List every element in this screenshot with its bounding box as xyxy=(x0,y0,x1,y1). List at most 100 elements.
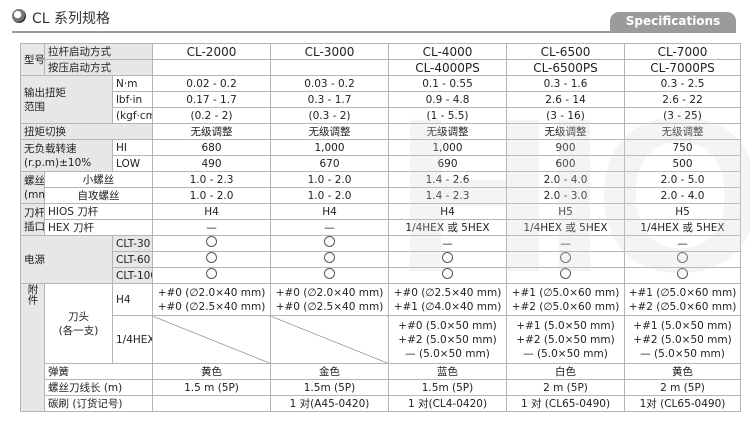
torque-nm-cell: 0.02 - 0.2 xyxy=(152,75,271,92)
cell-line: +#2 (5.0×50 mm) xyxy=(633,333,732,346)
spring-label: 弹簧 xyxy=(44,363,153,380)
tapping-screw-cell: 1.0 - 2.0 xyxy=(270,187,389,204)
unit-kgf-label: (kgf·cm) xyxy=(112,107,153,124)
brush-cell: 1对 (CL65-0490) xyxy=(624,395,741,412)
clt60-cell xyxy=(624,251,741,268)
no-load-speed-label: 无负载转速 (r.p.m)±10% xyxy=(20,139,113,172)
available-circle-icon xyxy=(324,268,335,279)
clt30-cell xyxy=(152,235,271,252)
available-circle-icon xyxy=(442,268,453,279)
cell-line: +#0 (∅2.5×40 mm) xyxy=(275,300,384,313)
tapping-screw-cell: 1.0 - 2.0 xyxy=(152,187,271,204)
brush-cell: 1 对 (CL65-0490) xyxy=(506,395,625,412)
not-available-dash: — xyxy=(677,237,688,250)
speed-hi-cell: 680 xyxy=(152,139,271,156)
header-divider xyxy=(12,31,736,33)
hex14-label: 1/4HEX xyxy=(112,315,153,364)
cell-line: +#0 (∅2.0×40 mm) xyxy=(275,286,384,299)
cell-line: (mm) xyxy=(24,188,44,201)
bit-socket-label: 刀杆 插口 xyxy=(20,203,45,236)
h4-bit-cell: +#0 (∅2.5×40 mm) +#1 (∅4.0×40 mm) xyxy=(388,283,507,316)
small-screw-cell: 2.0 - 4.0 xyxy=(506,171,625,188)
brush-cell: 1 对(A45-0420) xyxy=(270,395,389,412)
cell-line: — (5.0×50 mm) xyxy=(640,347,725,360)
lever-start-label: 拉杆启动方式 xyxy=(44,43,153,60)
torque-kgf-cell: (3 - 16) xyxy=(506,107,625,124)
table-row: 扭矩切换 无级调整 无级调整 无级调整 无级调整 无级调整 xyxy=(20,123,741,140)
clt30-cell: — xyxy=(624,235,741,252)
torque-switch-label: 扭矩切换 xyxy=(20,123,153,140)
hex-bit-cell xyxy=(152,315,271,364)
screw-size-label: 螺丝尺寸(mm) xyxy=(20,171,45,204)
cell-line: +#0 (5.0×50 mm) xyxy=(398,319,497,332)
model-label: 型号 xyxy=(20,43,45,76)
cell-line: (r.p.m)±10% xyxy=(24,156,92,169)
h4-bit-cell: +#0 (∅2.0×40 mm) +#0 (∅2.5×40 mm) xyxy=(152,283,271,316)
model-ps-cell: CL-4000PS xyxy=(388,59,507,76)
available-circle-icon xyxy=(560,268,571,279)
table-row: 弹簧 黄色 金色 蓝色 白色 黄色 xyxy=(21,363,741,380)
torque-kgf-cell: (0.3 - 2) xyxy=(270,107,389,124)
clt30-cell xyxy=(270,235,389,252)
table-row: 输出扭矩 范围 N·m 0.02 - 0.2 0.03 - 0.2 0.1 - 0.55 0… xyxy=(20,75,741,124)
specifications-tab: Specifications xyxy=(610,12,736,31)
speed-low-cell: 690 xyxy=(388,155,507,172)
table-row: LOW 490 670 690 600 500 xyxy=(21,155,741,172)
cell-line: 刀杆 xyxy=(24,206,45,219)
cable-cell: 1.5 m (5P) xyxy=(152,379,271,396)
bit-head-label: 刀头 (各一支) xyxy=(44,283,113,364)
cell-line: 刀头 xyxy=(68,310,89,323)
model-name-cell: CL-6500 xyxy=(506,43,625,60)
hex-bit-cell: +#1 (5.0×50 mm) +#2 (5.0×50 mm) — (5.0×50 … xyxy=(624,315,741,364)
available-circle-icon xyxy=(677,252,688,263)
torque-switch-cell: 无级调整 xyxy=(624,123,741,140)
table-row: 自攻螺丝 1.0 - 2.0 1.0 - 2.0 1.4 - 2.3 2.0 - 3.0… xyxy=(21,187,741,204)
cell-line: 无负载转速 xyxy=(24,142,77,155)
small-screw-cell: 1.4 - 2.6 xyxy=(388,171,507,188)
clt100-cell xyxy=(152,267,271,284)
hex-bit-label: HEX 刀杆 xyxy=(44,219,153,236)
table-row: 按压启动方式 CL-4000PS CL-6500PS CL-7000PS xyxy=(21,59,741,76)
available-circle-icon xyxy=(324,252,335,263)
hex-bit-cell: 1/4HEX 或 5HEX xyxy=(624,219,741,236)
torque-kgf-cell: (3 - 25) xyxy=(624,107,741,124)
push-start-label: 按压启动方式 xyxy=(44,59,153,76)
hex-bit-cell xyxy=(270,315,389,364)
torque-kgf-cell: (0.2 - 2) xyxy=(152,107,271,124)
available-circle-icon xyxy=(206,252,217,263)
small-screw-label: 小螺丝 xyxy=(44,171,153,188)
cell-line: +#1 (∅5.0×60 mm) xyxy=(511,286,620,299)
model-name-cell: CL-3000 xyxy=(270,43,389,60)
speed-hi-cell: 1,000 xyxy=(270,139,389,156)
speed-low-cell: 600 xyxy=(506,155,625,172)
table-row: 型号 拉杆启动方式 CL-2000 CL-3000 CL-4000 CL-6500 CL-7… xyxy=(20,43,741,76)
not-available-dash: — xyxy=(442,237,453,250)
cell-line: +#1 (5.0×50 mm) xyxy=(633,319,732,332)
speed-low-cell: 500 xyxy=(624,155,741,172)
torque-kgf-cell: (1 - 5.5) xyxy=(388,107,507,124)
tapping-screw-cell: 2.0 - 3.0 xyxy=(506,187,625,204)
speed-hi-cell: 1,000 xyxy=(388,139,507,156)
speed-hi-cell: 750 xyxy=(624,139,741,156)
accessories-label: 附件 xyxy=(20,283,45,412)
torque-lbf-cell: 2.6 - 14 xyxy=(506,91,625,108)
available-circle-icon xyxy=(206,268,217,279)
clt30-label: CLT-30 xyxy=(112,235,153,252)
cell-line: +#2 (∅5.0×60 mm) xyxy=(511,300,620,313)
spring-cell: 金色 xyxy=(270,363,389,380)
clt60-cell xyxy=(506,251,625,268)
page-header: CL 系列规格 Specifications xyxy=(0,0,750,34)
available-circle-icon xyxy=(324,236,335,247)
speed-low-cell: 670 xyxy=(270,155,389,172)
hex-bit-cell: — xyxy=(270,219,389,236)
available-circle-icon xyxy=(206,236,217,247)
h4-bit-cell: +#1 (∅5.0×60 mm) +#2 (∅5.0×60 mm) xyxy=(624,283,741,316)
model-ps-cell xyxy=(270,59,389,76)
hios-bit-cell: H5 xyxy=(506,203,625,220)
logo-ring-icon xyxy=(12,9,26,23)
table-row: 碳刷 (订货记号) 1 对(A45-0420) 1 对(CL4-0420) 1 对 (… xyxy=(21,395,741,412)
table-row: 电源 CLT-30 — — — xyxy=(20,235,741,284)
hios-bit-cell: H4 xyxy=(270,203,389,220)
hex-bit-cell: 1/4HEX 或 5HEX xyxy=(506,219,625,236)
